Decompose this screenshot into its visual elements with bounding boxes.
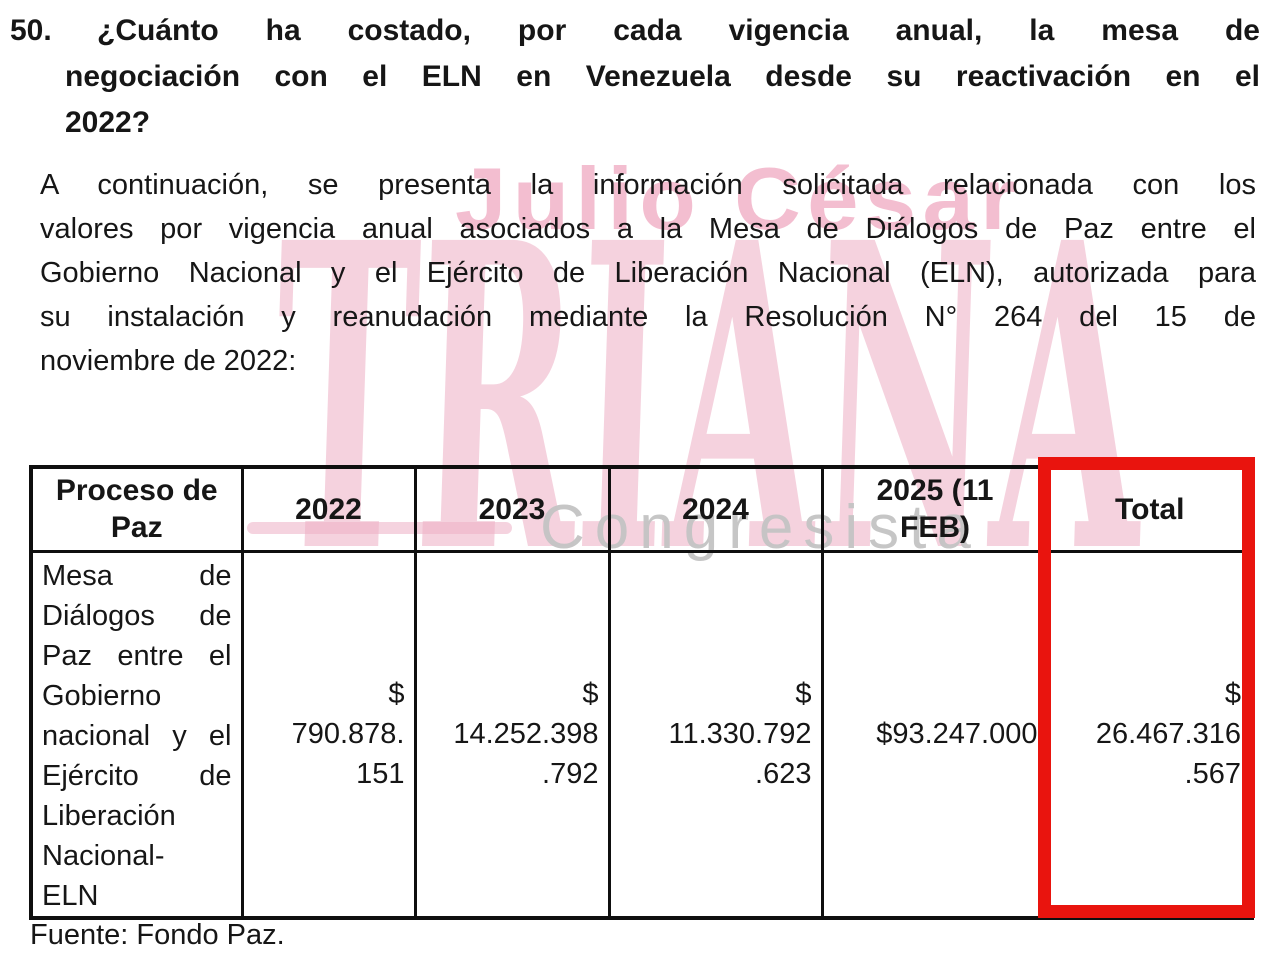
intro-paragraph: A continuación, se presenta la informaci…: [40, 163, 1256, 383]
row-label-line: Gobierno: [42, 679, 162, 712]
col-header-proceso-de-paz: Proceso de Paz: [29, 465, 244, 553]
question-block: 50. ¿Cuánto ha costado, por cada vigenci…: [10, 8, 1260, 146]
question-line-3: 2022?: [65, 106, 151, 139]
intro-line-3: Gobierno Nacional y el Ejército de Liber…: [40, 257, 1256, 289]
col-header-2022: 2022: [240, 465, 417, 553]
value-2025-cell: $93.247.000: [820, 549, 1050, 919]
row-label-line: ELN: [42, 879, 99, 912]
value-2024-cell: $ 11.330.792 .623: [607, 549, 824, 919]
total-column-highlight-box: [1038, 457, 1255, 918]
col-header-2024: 2024: [607, 465, 824, 553]
intro-line-4: su instalación y reanudación mediante la…: [40, 301, 1256, 333]
intro-line-5: noviembre de 2022:: [40, 345, 297, 377]
intro-line-2: valores por vigencia anual asociados a l…: [40, 213, 1256, 245]
col-header-total: Total: [1046, 465, 1254, 553]
row-label-line: nacional y el: [42, 719, 232, 752]
question-line-1: ¿Cuánto ha costado, por cada vigencia an…: [97, 14, 1260, 47]
source-note: Fuente: Fondo Paz.: [30, 919, 285, 951]
row-label-line: Paz entre el: [42, 639, 232, 672]
question-number: 50.: [10, 14, 52, 47]
row-label-line: Diálogos de: [42, 599, 232, 632]
question-lines: ¿Cuánto ha costado, por cada vigencia an…: [65, 8, 1260, 146]
row-label-line: Nacional-: [42, 839, 165, 872]
col-header-2023: 2023: [413, 465, 611, 553]
cost-table: Proceso de Paz 2022 2023 2024 2025 (11 F…: [29, 465, 1254, 920]
col-header-2025: 2025 (11 FEB): [820, 465, 1050, 553]
row-label-line: Liberación: [42, 799, 176, 832]
row-label-cell: Mesa de Diálogos de Paz entre el Gobiern…: [29, 549, 244, 919]
value-2023-cell: $ 14.252.398 .792: [413, 549, 611, 919]
value-2022-cell: $ 790.878. 151: [240, 549, 417, 919]
intro-line-1: A continuación, se presenta la informaci…: [40, 169, 1256, 201]
table-header-row: Proceso de Paz 2022 2023 2024 2025 (11 F…: [29, 465, 1254, 553]
row-label-line: Mesa de: [42, 559, 232, 592]
row-label-line: Ejército de: [42, 759, 232, 792]
question-line-2: negociación con el ELN en Venezuela desd…: [65, 60, 1260, 93]
